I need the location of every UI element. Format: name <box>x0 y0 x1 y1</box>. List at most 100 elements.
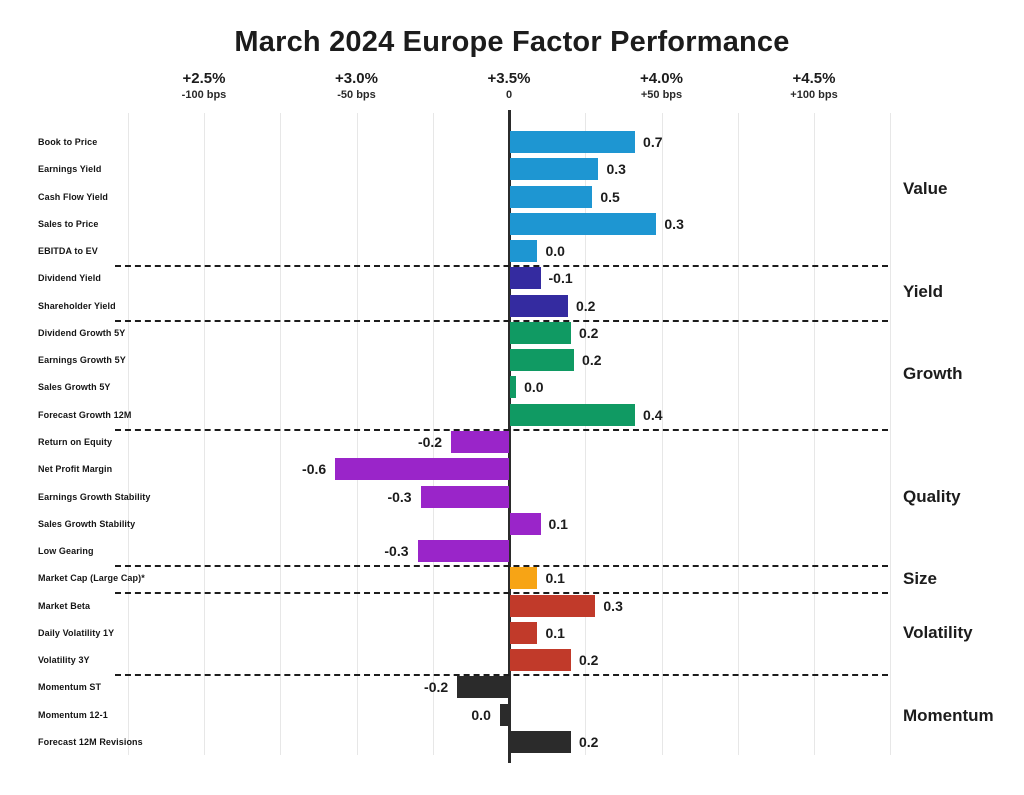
gridline <box>737 113 739 755</box>
factor-bar <box>510 185 593 208</box>
factor-label: Net Profit Margin <box>38 464 113 475</box>
gridline <box>204 113 205 755</box>
bar-value-label: 0.4 <box>643 406 663 423</box>
factor-bar <box>417 540 509 563</box>
factor-bar <box>499 703 509 726</box>
factor-label: Earnings Growth 5Y <box>38 355 126 366</box>
gridline <box>280 113 282 755</box>
factor-label: Daily Volatility 1Y <box>38 627 115 638</box>
factor-label: Momentum ST <box>38 682 102 693</box>
gridline <box>814 113 815 755</box>
factor-label: Forecast 12M Revisions <box>38 736 143 747</box>
factor-bar <box>510 649 571 672</box>
bar-value-label: 0.1 <box>548 515 568 532</box>
factor-label: Sales to Price <box>38 218 99 229</box>
chart-title: March 2024 Europe Factor Performance <box>234 26 790 58</box>
factor-label: Momentum 12-1 <box>38 709 108 720</box>
axis-tick-percent-label: +2.5% <box>182 70 226 87</box>
factor-label: Sales Growth 5Y <box>38 382 111 393</box>
factor-label: Cash Flow Yield <box>38 191 109 202</box>
factor-label: Return on Equity <box>38 436 113 447</box>
bar-value-label: 0.3 <box>603 597 623 614</box>
factor-label: Dividend Yield <box>38 273 101 284</box>
bar-value-label: 0.3 <box>664 215 684 232</box>
section-divider <box>115 319 888 322</box>
axis-tick-percent-label: +3.5% <box>487 70 531 87</box>
factor-bar <box>510 403 636 426</box>
axis-tick: +4.5% +100 bps <box>754 70 874 102</box>
bar-value-label: 0.7 <box>643 134 663 150</box>
factor-bar <box>510 294 568 317</box>
bar-value-label: -0.3 <box>387 488 412 505</box>
bar-value-label: -0.2 <box>417 433 443 450</box>
factor-bar <box>451 430 509 453</box>
group-label-momentum: Momentum <box>903 705 994 725</box>
group-label-quality: Quality <box>903 487 961 506</box>
axis-tick-bps-label: -50 bps <box>337 89 376 101</box>
factor-label: Market Cap (Large Cap)* <box>38 573 145 584</box>
axis-tick: +4.0% +50 bps <box>602 70 722 102</box>
factor-bar <box>510 730 571 753</box>
gridline <box>585 113 587 755</box>
axis-tick-percent-label: +4.0% <box>640 70 683 87</box>
factor-bar <box>335 458 509 481</box>
factor-label: Book to Price <box>38 137 98 147</box>
gridline <box>127 113 129 755</box>
factor-label: Market Beta <box>38 600 91 611</box>
section-divider <box>115 428 888 431</box>
factor-bar <box>510 567 538 590</box>
bar-value-label: -0.2 <box>424 679 449 696</box>
bar-value-label: 0.5 <box>600 188 620 205</box>
factor-bar <box>510 321 571 344</box>
group-label-growth: Growth <box>903 364 963 384</box>
axis-tick: +3.5% 0 <box>449 70 569 102</box>
bar-value-label: 0.3 <box>606 161 626 178</box>
gridline <box>661 113 663 755</box>
axis-tick-bps-label: +100 bps <box>790 89 838 101</box>
bar-value-label: 0.2 <box>582 352 602 369</box>
factor-label: Forecast Growth 12M <box>38 409 132 420</box>
factor-bar <box>510 240 538 263</box>
axis-tick-bps-label: +50 bps <box>640 89 683 101</box>
factor-label: Earnings Yield <box>38 164 102 175</box>
factor-bar <box>510 131 636 153</box>
factor-label: EBITDA to EV <box>38 246 98 257</box>
bar-value-label: 0.2 <box>579 652 599 669</box>
factor-bar <box>457 676 509 699</box>
bar-value-label: 0.0 <box>524 379 544 396</box>
bar-value-label: 0.1 <box>545 624 565 641</box>
group-label-value: Value <box>903 179 948 199</box>
group-label-size: Size <box>903 568 938 588</box>
group-label-yield: Yield <box>903 282 943 302</box>
factor-label: Volatility 3Y <box>38 655 90 666</box>
axis-tick-bps-label: 0 <box>505 89 513 101</box>
factor-label: Shareholder Yield <box>38 300 116 311</box>
group-label-volatility: Volatility <box>903 623 973 643</box>
gridline <box>890 113 892 755</box>
factor-label: Low Gearing <box>38 546 94 557</box>
gridline <box>356 113 358 755</box>
bar-value-label: -0.6 <box>302 461 327 478</box>
factor-bar <box>510 376 517 399</box>
bar-value-label: 0.2 <box>575 297 596 314</box>
zero-axis-line <box>508 110 511 763</box>
bar-value-label: -0.1 <box>548 270 573 287</box>
axis-tick: +3.0% -50 bps <box>297 70 417 102</box>
bar-value-label: -0.3 <box>384 543 409 560</box>
factor-bar <box>510 621 538 644</box>
bar-value-label: 0.0 <box>471 706 491 723</box>
factor-bar <box>510 349 575 372</box>
factor-bar <box>510 267 541 290</box>
gridline <box>432 113 434 755</box>
factor-label: Dividend Growth 5Y <box>38 327 126 338</box>
factor-bar <box>510 594 596 617</box>
factor-bar <box>510 158 599 181</box>
factor-label: Earnings Growth Stability <box>38 491 151 502</box>
bar-value-label: 0.2 <box>579 733 599 750</box>
axis-tick-percent-label: +4.5% <box>792 70 836 87</box>
section-divider <box>115 565 888 568</box>
bar-value-label: 0.1 <box>545 570 565 587</box>
section-divider <box>115 674 888 677</box>
bar-value-label: 0.2 <box>579 324 599 341</box>
